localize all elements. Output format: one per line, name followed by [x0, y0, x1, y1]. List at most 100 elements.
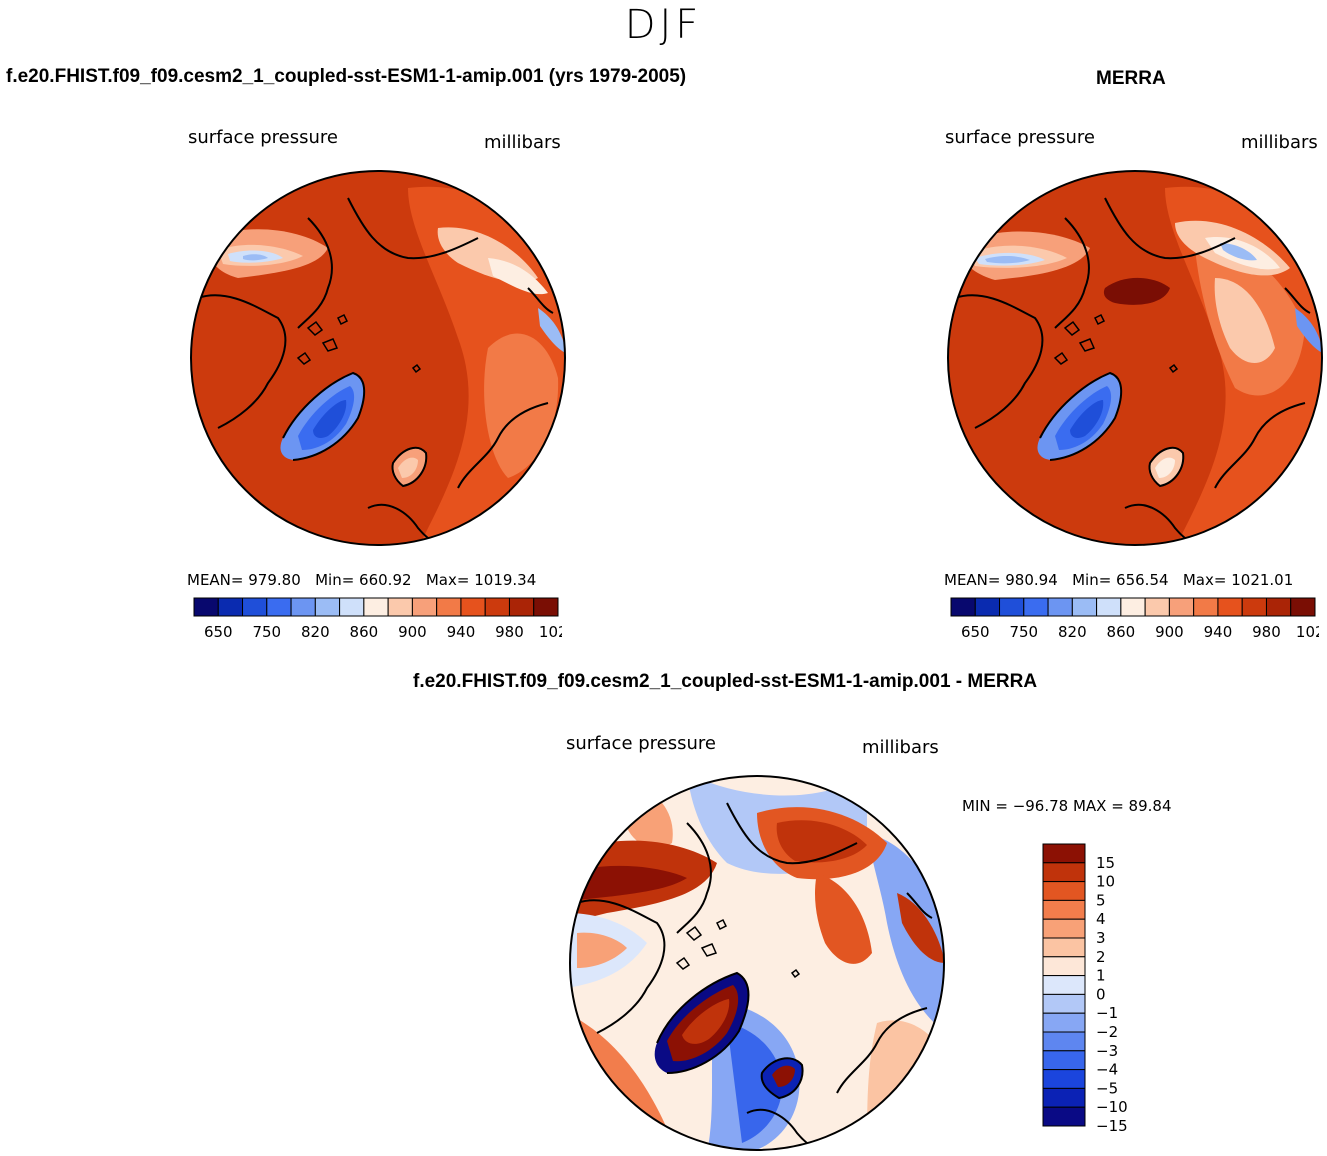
diff-colorbar-tick-label: −2 [1096, 1023, 1118, 1041]
diff-colorbar-tick-label: 1 [1096, 967, 1106, 985]
obs-map-border [947, 170, 1323, 546]
diff-colorbar-box [1042, 862, 1086, 883]
obs-colorbar-box [1193, 597, 1219, 617]
model-colorbar-box [193, 597, 219, 617]
diff-colorbar-tick-label: −4 [1096, 1061, 1118, 1079]
diff-variable-label: surface pressure [566, 733, 716, 754]
model-map-border [190, 170, 566, 546]
model-colorbar-box [266, 597, 292, 617]
model-colorbar-box [484, 597, 510, 617]
model-colorbar-tick-label: 860 [350, 623, 379, 641]
obs-colorbar-box [1071, 597, 1098, 617]
diff-colorbar-tick-label: −1 [1096, 1004, 1118, 1022]
diff-colorbar-tick-label: 5 [1096, 891, 1106, 909]
diff-colorbar-tick-label: 10 [1096, 873, 1115, 891]
diff-colorbar-box [1042, 1069, 1086, 1089]
diff-colorbar-tick-label: −5 [1096, 1079, 1118, 1097]
model-panel-title: f.e20.FHIST.f09_f09.cesm2_1_coupled-sst-… [6, 66, 687, 87]
model-colorbar-box [363, 597, 389, 617]
obs-colorbar-tick-label: 820 [1058, 623, 1087, 641]
obs-colorbar-box [1290, 597, 1316, 617]
diff-units-label: millibars [862, 737, 939, 758]
diff-colorbar-box [1042, 1012, 1086, 1033]
diff-colorbar-tick-label: −10 [1096, 1098, 1128, 1116]
obs-colorbar-tick-label: 900 [1155, 623, 1184, 641]
model-mean-label: MEAN= [187, 571, 244, 589]
obs-colorbar-box [1096, 597, 1122, 617]
diff-colorbar-box [1042, 899, 1086, 920]
diff-stats: MIN = −96.78 MAX = 89.84 [962, 797, 1172, 815]
model-units-label: millibars [484, 132, 561, 153]
diff-colorbar-tick-label: 0 [1096, 985, 1106, 1003]
model-colorbar-box [387, 597, 413, 617]
diff-colorbar-box [1042, 993, 1086, 1014]
obs-colorbar-box [1047, 597, 1073, 617]
obs-mean-value: 980.94 [1005, 571, 1058, 589]
model-colorbar-tick-label: 900 [398, 623, 427, 641]
model-colorbar-box [217, 597, 244, 617]
obs-colorbar-box [950, 597, 976, 617]
diff-colorbar-tick-label: 4 [1096, 910, 1106, 928]
obs-colorbar-box [1217, 597, 1243, 617]
model-colorbar-box [436, 597, 462, 617]
obs-map-field [948, 171, 1322, 545]
obs-colorbar: 650 750 820 860 900 940 980 1020 [950, 597, 1319, 641]
obs-colorbar-tick-label: 750 [1009, 623, 1038, 641]
diff-polar-map [569, 775, 945, 1151]
diff-colorbar-box [1042, 1087, 1086, 1108]
diff-colorbar-box [1042, 937, 1086, 958]
obs-colorbar-tick-label: 860 [1107, 623, 1136, 641]
obs-max-label: Max= [1182, 571, 1227, 589]
model-mean-value: 979.80 [248, 571, 301, 589]
diff-colorbar-box [1042, 918, 1086, 939]
obs-variable-label: surface pressure [945, 127, 1095, 148]
diff-panel-title: f.e20.FHIST.f09_f09.cesm2_1_coupled-sst-… [413, 671, 1038, 692]
obs-max-value: 1021.01 [1231, 571, 1294, 589]
model-stats: MEAN= 979.80 Min= 660.92 Max= 1019.34 [187, 571, 536, 589]
obs-colorbar-box [1241, 597, 1267, 617]
model-colorbar-tick-label: 980 [495, 623, 524, 641]
model-colorbar-box [533, 597, 559, 617]
diff-colorbar-tick-label: 3 [1096, 929, 1106, 947]
model-colorbar-box [339, 597, 365, 617]
obs-panel-title: MERRA [1096, 68, 1166, 89]
model-colorbar-box [242, 597, 268, 617]
model-colorbar-tick-label: 820 [301, 623, 330, 641]
obs-units-label: millibars [1241, 132, 1318, 153]
diff-colorbar-box [1042, 1031, 1086, 1052]
diff-map-border [569, 775, 945, 1151]
obs-colorbar-tick-label: 1020 [1296, 623, 1319, 641]
obs-colorbar-box [999, 597, 1025, 617]
obs-min-value: 656.54 [1116, 571, 1169, 589]
obs-colorbar-tick-label: 980 [1252, 623, 1281, 641]
model-colorbar-tick-label: 650 [204, 623, 233, 641]
diff-colorbar-box [1042, 975, 1086, 995]
model-colorbar-box [508, 597, 535, 617]
diff-colorbar-box [1042, 1050, 1086, 1071]
model-colorbar-tick-label: 750 [252, 623, 281, 641]
model-polar-map [190, 170, 566, 546]
model-min-label: Min= [315, 571, 355, 589]
diff-colorbar-tick-label: −3 [1096, 1042, 1118, 1060]
model-min-value: 660.92 [359, 571, 412, 589]
obs-colorbar-tick-label: 940 [1204, 623, 1233, 641]
obs-stats: MEAN= 980.94 Min= 656.54 Max= 1021.01 [944, 571, 1293, 589]
model-colorbar-box [314, 597, 341, 617]
model-variable-label: surface pressure [188, 127, 338, 148]
diff-colorbar-box [1042, 843, 1086, 864]
obs-polar-map [947, 170, 1323, 546]
model-colorbar-box [290, 597, 316, 617]
model-colorbar-tick-label: 940 [447, 623, 476, 641]
obs-colorbar-box [1144, 597, 1170, 617]
model-max-label: Max= [425, 571, 470, 589]
model-map-field [191, 171, 565, 545]
model-colorbar-box [460, 597, 486, 617]
diff-map-field [570, 776, 944, 1150]
diff-colorbar-tick-label: −15 [1096, 1117, 1128, 1135]
diff-colorbar-tick-label: 15 [1096, 854, 1115, 872]
model-colorbar: 650 750 820 860 900 940 980 1020 [193, 597, 562, 641]
obs-colorbar-tick-label: 650 [961, 623, 990, 641]
diff-colorbar-box [1042, 881, 1086, 901]
obs-colorbar-box [1023, 597, 1049, 617]
